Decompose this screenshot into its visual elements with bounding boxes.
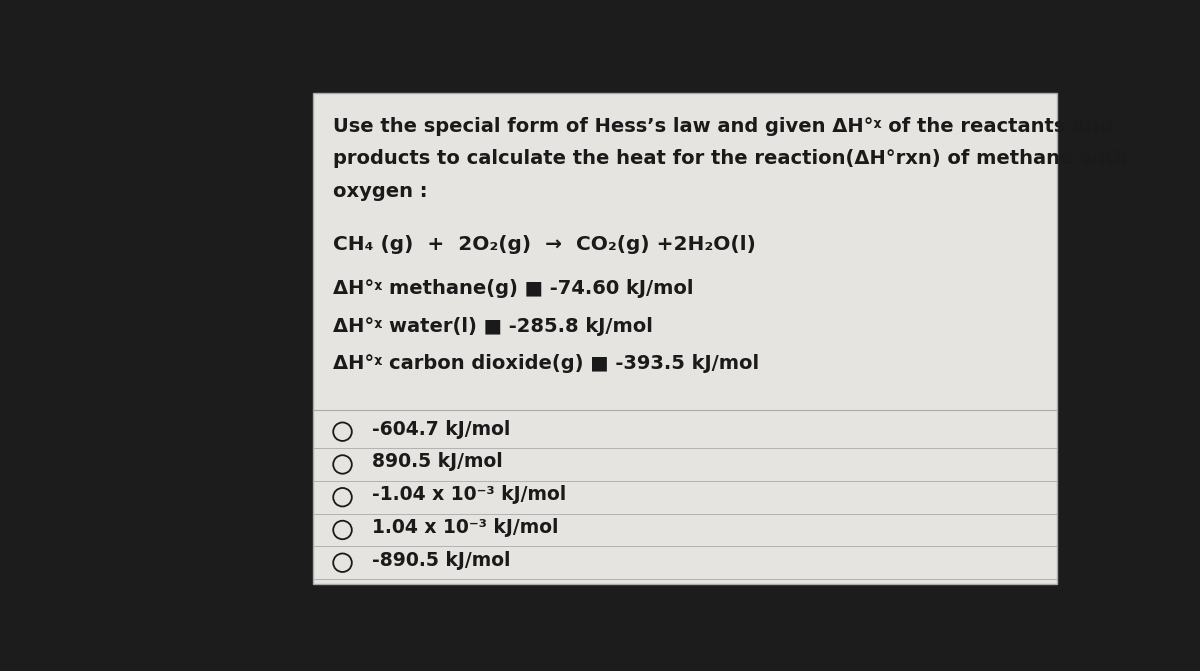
Text: 1.04 x 10⁻³ kJ/mol: 1.04 x 10⁻³ kJ/mol (372, 518, 559, 537)
Text: -1.04 x 10⁻³ kJ/mol: -1.04 x 10⁻³ kJ/mol (372, 485, 566, 504)
FancyBboxPatch shape (313, 93, 1057, 584)
Text: ΔH°ᵡ water(l) ■ -285.8 kJ/mol: ΔH°ᵡ water(l) ■ -285.8 kJ/mol (334, 317, 653, 336)
Text: 890.5 kJ/mol: 890.5 kJ/mol (372, 452, 503, 471)
Text: -890.5 kJ/mol: -890.5 kJ/mol (372, 551, 511, 570)
Text: -604.7 kJ/mol: -604.7 kJ/mol (372, 419, 511, 439)
Text: Use the special form of Hess’s law and given ΔH°ᵡ of the reactants and: Use the special form of Hess’s law and g… (334, 117, 1114, 136)
Text: products to calculate the heat for the reaction(ΔH°rxn) of methane with: products to calculate the heat for the r… (334, 149, 1128, 168)
Text: CH₄ (g)  +  2O₂(g)  →  CO₂(g) +2H₂O(l): CH₄ (g) + 2O₂(g) → CO₂(g) +2H₂O(l) (334, 235, 756, 254)
Text: ΔH°ᵡ carbon dioxide(g) ■ -393.5 kJ/mol: ΔH°ᵡ carbon dioxide(g) ■ -393.5 kJ/mol (334, 354, 760, 373)
Text: oxygen :: oxygen : (334, 182, 427, 201)
Text: ΔH°ᵡ methane(g) ■ -74.60 kJ/mol: ΔH°ᵡ methane(g) ■ -74.60 kJ/mol (334, 279, 694, 298)
